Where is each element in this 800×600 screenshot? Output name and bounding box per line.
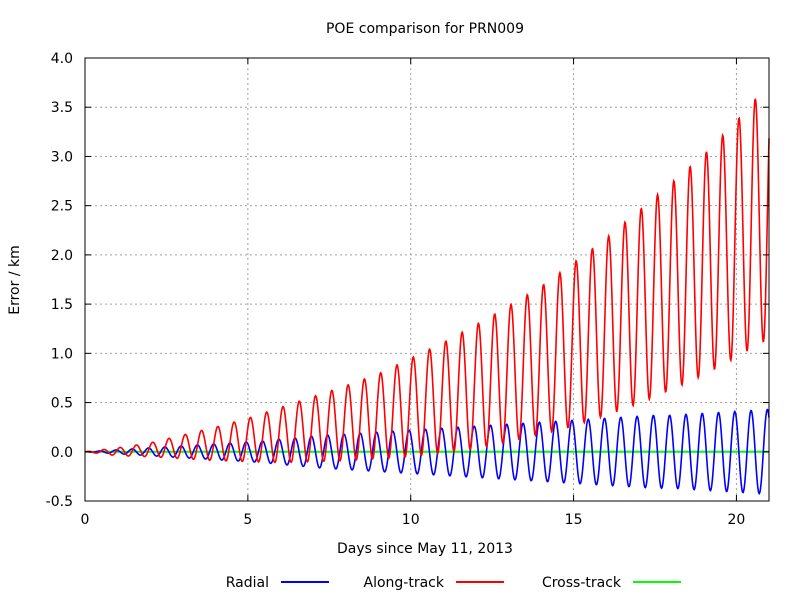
series-layer	[84, 98, 770, 495]
x-tick-label: 20	[728, 512, 746, 528]
x-tick-label: 10	[402, 512, 420, 528]
chart-title: POE comparison for PRN009	[326, 21, 524, 37]
y-tick-label: 3.0	[51, 149, 73, 165]
x-tick-label: 0	[81, 512, 90, 528]
y-tick-label: 0.0	[51, 445, 73, 461]
x-tick-label: 5	[243, 512, 252, 528]
y-tick-label: 3.5	[51, 100, 73, 116]
series-line-radial	[84, 408, 770, 495]
y-tick-label: 1.0	[51, 346, 73, 362]
y-tick-label: 2.5	[51, 199, 73, 215]
y-tick-label: 2.0	[51, 248, 73, 264]
y-tick-label: 0.5	[51, 396, 73, 412]
x-tick-label: 15	[565, 512, 583, 528]
y-tick-label: -0.5	[46, 494, 73, 510]
y-axis-label: Error / km	[7, 245, 23, 315]
legend-label-cross-track: Cross-track	[542, 575, 622, 591]
y-tick-label: 4.0	[51, 51, 73, 67]
y-tick-label: 1.5	[51, 297, 73, 313]
legend-label-along-track: Along-track	[364, 575, 445, 591]
ticks-layer: 0 5 10 15 20 -0.5 0.0 0.5 1.0 1.5 2.0 2.5 3.0 3.5 4.0	[46, 51, 769, 528]
plot-frame	[84, 57, 770, 502]
legend: Radial Along-track Cross-track	[226, 575, 681, 591]
x-axis-label: Days since May 11, 2013	[337, 541, 513, 557]
legend-label-radial: Radial	[226, 575, 269, 591]
axes-layer	[84, 57, 770, 502]
series-line-along-track	[84, 98, 770, 464]
